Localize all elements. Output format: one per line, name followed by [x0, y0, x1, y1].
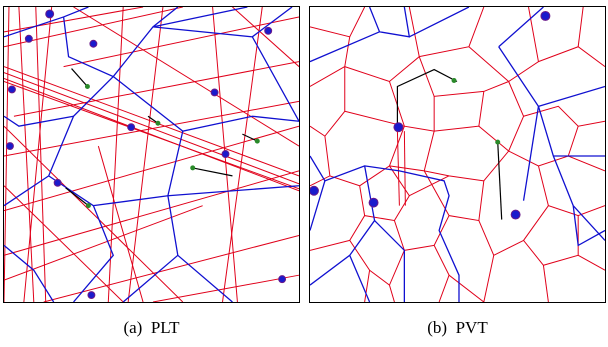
pvt-diagram	[310, 7, 605, 302]
plt-midpoints	[84, 83, 260, 209]
caption-a-label: (a)	[123, 318, 143, 337]
pvt-coarse-edges	[310, 7, 605, 302]
panel-plt	[3, 6, 300, 303]
pvt-connectors	[396, 68, 503, 220]
pvt-fine-edges	[310, 7, 605, 302]
plt-diagram	[4, 7, 299, 302]
caption-b: (b) PVT	[309, 318, 606, 338]
plt-sites	[5, 9, 287, 300]
plt-connectors	[65, 68, 258, 207]
panel-pvt	[309, 6, 606, 303]
plt-coarse-edges	[4, 7, 299, 302]
pvt-sites	[310, 10, 551, 220]
caption-b-label: (b)	[427, 318, 448, 337]
pvt-midpoints	[451, 78, 501, 145]
plt-fine-edges	[4, 7, 299, 302]
caption-a: (a) PLT	[3, 318, 300, 338]
caption-a-text: PLT	[150, 318, 180, 337]
caption-b-text: PVT	[455, 318, 488, 337]
